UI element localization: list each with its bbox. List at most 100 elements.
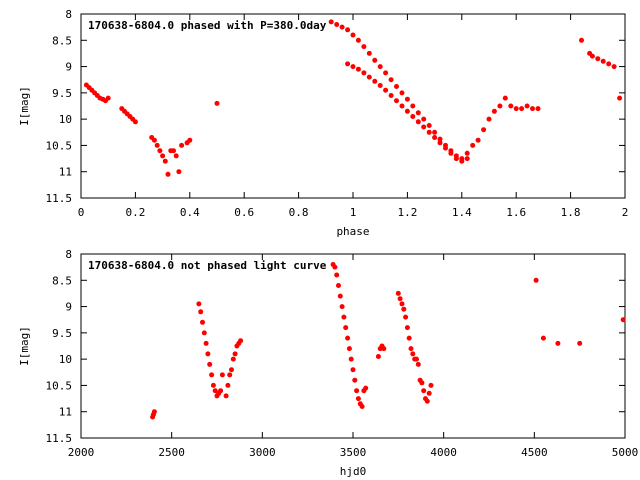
x-tick-label: 1.8: [561, 206, 581, 219]
data-point: [519, 106, 525, 112]
data-point: [421, 116, 427, 122]
data-point: [524, 103, 530, 109]
phased-plot-frame: [80, 13, 626, 199]
y-tick-label: 8.5: [52, 274, 72, 287]
data-point: [366, 74, 372, 80]
y-tick-label: 9.5: [52, 87, 72, 100]
data-point: [372, 78, 378, 84]
data-point: [415, 361, 421, 367]
data-point: [404, 325, 410, 331]
data-point: [151, 137, 157, 143]
data-point: [470, 142, 476, 148]
data-point: [355, 37, 361, 43]
data-point: [486, 116, 492, 122]
data-point: [238, 338, 244, 344]
phased-plot-x-label: phase: [336, 225, 369, 238]
y-tick-label: 8.5: [52, 34, 72, 47]
y-tick-label: 11.5: [46, 432, 73, 445]
data-point: [227, 372, 233, 378]
data-point: [404, 96, 410, 102]
data-point: [350, 32, 356, 38]
data-point: [410, 103, 416, 109]
data-point: [606, 61, 612, 67]
data-point: [448, 150, 454, 156]
x-tick-label: 2500: [158, 446, 185, 459]
data-point: [225, 382, 231, 388]
data-point: [589, 53, 595, 59]
x-tick-label: 1.6: [506, 206, 526, 219]
data-point: [397, 296, 403, 302]
data-point: [395, 290, 401, 296]
data-point: [230, 356, 236, 362]
data-point: [475, 137, 481, 143]
data-point: [366, 50, 372, 56]
data-point: [595, 56, 601, 62]
x-tick-label: 0.2: [125, 206, 145, 219]
data-point: [377, 64, 383, 70]
data-point: [403, 314, 409, 320]
data-point: [401, 306, 407, 312]
data-point: [426, 123, 432, 128]
data-point: [332, 264, 338, 270]
x-tick-label: 4000: [430, 446, 457, 459]
data-point: [555, 340, 561, 346]
data-point: [535, 106, 541, 112]
data-point: [171, 148, 176, 154]
data-point: [337, 293, 343, 299]
y-tick-label: 10: [59, 113, 72, 126]
data-point: [437, 136, 443, 142]
data-point: [165, 171, 171, 177]
y-tick-label: 10: [59, 353, 72, 366]
data-point: [415, 110, 421, 116]
data-point: [355, 66, 361, 72]
x-tick-label: 3500: [340, 446, 367, 459]
data-point: [426, 390, 432, 396]
y-tick-label: 9: [65, 301, 72, 314]
data-point: [229, 367, 234, 373]
data-point: [219, 372, 225, 378]
data-point: [132, 119, 138, 125]
y-tick-label: 8: [65, 8, 72, 21]
data-point: [577, 340, 583, 346]
lightcurve-plot-points: [150, 262, 626, 420]
data-point: [334, 22, 340, 27]
y-tick-label: 8: [65, 248, 72, 261]
data-point: [453, 156, 459, 162]
data-point: [464, 156, 470, 162]
data-point: [350, 64, 356, 70]
y-tick-label: 11.5: [46, 192, 73, 205]
data-point: [513, 106, 519, 112]
lightcurve-plot-title: 170638-6804.0 not phased light curve: [88, 259, 327, 272]
data-point: [459, 158, 465, 164]
data-point: [223, 393, 229, 399]
data-point: [377, 83, 383, 88]
data-point: [432, 129, 438, 135]
data-point: [408, 346, 414, 352]
data-point: [348, 356, 354, 362]
data-point: [203, 340, 209, 346]
data-point: [394, 98, 399, 104]
x-tick-label: 1: [350, 206, 357, 219]
phased-plot: 170638-6804.0 phased with P=380.0day pha…: [18, 8, 628, 238]
data-point: [209, 372, 215, 378]
data-point: [157, 148, 163, 154]
data-point: [363, 385, 369, 391]
data-point: [399, 103, 405, 109]
data-point: [464, 150, 470, 156]
data-point: [232, 351, 238, 357]
data-point: [361, 70, 367, 76]
data-point: [533, 277, 539, 283]
data-point: [154, 142, 160, 148]
data-point: [419, 380, 425, 386]
data-point: [394, 84, 399, 89]
data-point: [372, 57, 378, 63]
data-point: [388, 77, 394, 83]
lightcurve-plot-x-label: hjd0: [340, 465, 367, 478]
x-tick-label: 0: [78, 206, 85, 219]
data-point: [359, 404, 365, 409]
data-point: [437, 140, 443, 146]
data-point: [212, 388, 218, 394]
data-point: [176, 169, 182, 175]
phased-plot-title: 170638-6804.0 phased with P=380.0day: [88, 19, 327, 32]
